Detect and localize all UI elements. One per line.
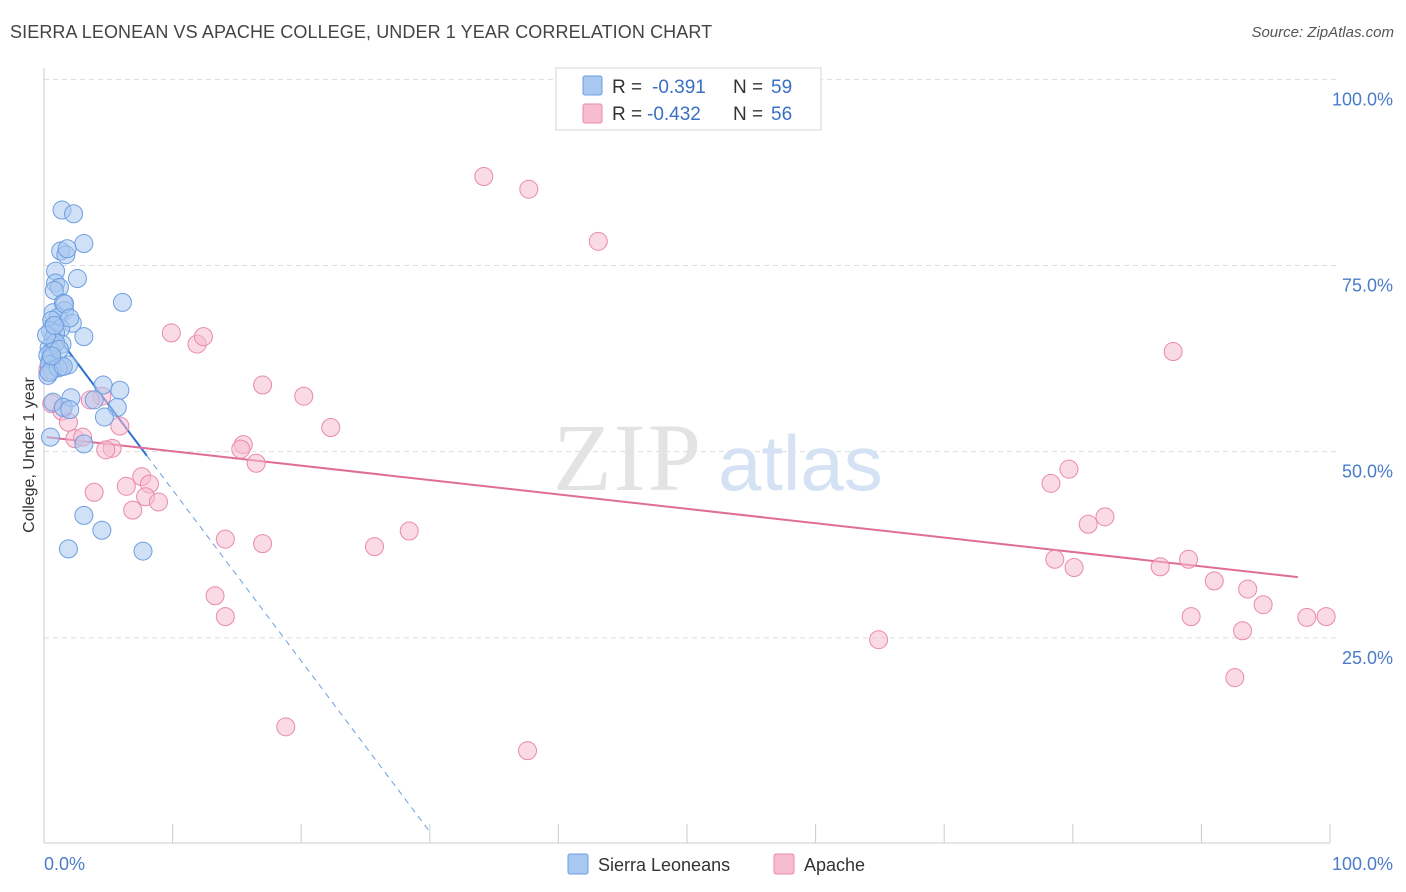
y-tick-label: 75.0% bbox=[1342, 276, 1393, 296]
point-sierra-leoneans bbox=[67, 269, 87, 289]
point-apache bbox=[276, 717, 296, 737]
point-apache bbox=[1238, 579, 1258, 599]
bottom-legend-label-apache: Apache bbox=[804, 855, 865, 875]
point-sierra-leoneans bbox=[40, 427, 60, 447]
trend-line-sierra-leoneans-extension bbox=[146, 455, 431, 833]
bottom-legend: Sierra Leoneans Apache bbox=[567, 853, 865, 875]
point-apache bbox=[161, 323, 181, 343]
point-apache bbox=[1204, 571, 1224, 591]
legend-r-value-0: -0.391 bbox=[652, 77, 706, 98]
grid-lines bbox=[44, 78, 1338, 639]
legend-n-label-0: N = bbox=[733, 77, 763, 98]
point-apache bbox=[246, 453, 266, 473]
point-apache bbox=[1233, 621, 1253, 641]
legend-r-label-1: R = bbox=[612, 104, 642, 125]
point-apache bbox=[84, 482, 104, 502]
point-apache bbox=[215, 607, 235, 627]
point-sierra-leoneans bbox=[57, 239, 77, 259]
point-sierra-leoneans bbox=[74, 434, 94, 454]
point-sierra-leoneans bbox=[84, 390, 104, 410]
x-tick-label-max: 100.0% bbox=[1332, 854, 1393, 874]
point-sierra-leoneans bbox=[42, 346, 62, 366]
y-tick-label: 50.0% bbox=[1342, 462, 1393, 482]
source-label: Source: ZipAtlas.com bbox=[1251, 24, 1394, 41]
point-apache bbox=[1316, 607, 1336, 627]
watermark-zip: ZIP bbox=[553, 404, 703, 511]
point-apache bbox=[1041, 473, 1061, 493]
point-apache bbox=[1163, 342, 1183, 362]
point-apache bbox=[123, 500, 143, 520]
legend-swatch-apache bbox=[582, 103, 603, 124]
point-apache bbox=[518, 741, 538, 761]
point-apache bbox=[1179, 549, 1199, 569]
point-sierra-leoneans bbox=[60, 308, 80, 328]
point-sierra-leoneans bbox=[60, 400, 80, 420]
point-apache bbox=[1095, 507, 1115, 527]
watermark-atlas: atlas bbox=[718, 419, 883, 507]
point-apache bbox=[365, 537, 385, 557]
legend-r-label-0: R = bbox=[612, 77, 642, 98]
point-sierra-leoneans bbox=[112, 292, 132, 312]
y-tick-label: 100.0% bbox=[1332, 89, 1393, 109]
bottom-legend-swatch-sierra-leoneans bbox=[567, 853, 589, 875]
legend-swatch-sierra-leoneans bbox=[582, 75, 603, 96]
point-apache bbox=[205, 586, 225, 606]
point-sierra-leoneans bbox=[64, 204, 84, 224]
point-apache bbox=[253, 534, 273, 554]
point-apache bbox=[1297, 607, 1317, 627]
point-apache bbox=[1078, 514, 1098, 534]
point-sierra-leoneans bbox=[44, 315, 64, 335]
point-sierra-leoneans bbox=[92, 520, 112, 540]
bottom-legend-swatch-apache bbox=[773, 853, 795, 875]
points-sierra-leoneans bbox=[37, 200, 153, 561]
point-apache bbox=[294, 386, 314, 406]
point-apache bbox=[474, 167, 494, 187]
point-apache bbox=[215, 529, 235, 549]
chart-title: SIERRA LEONEAN VS APACHE COLLEGE, UNDER … bbox=[10, 22, 713, 42]
point-sierra-leoneans bbox=[74, 505, 94, 525]
point-apache bbox=[193, 327, 213, 347]
point-apache bbox=[519, 179, 539, 199]
point-apache bbox=[588, 231, 608, 251]
point-apache bbox=[231, 439, 251, 459]
point-sierra-leoneans bbox=[94, 407, 114, 427]
point-apache bbox=[110, 416, 130, 436]
point-apache bbox=[1253, 595, 1273, 615]
point-apache bbox=[1064, 557, 1084, 577]
point-apache bbox=[1045, 549, 1065, 569]
point-apache bbox=[869, 630, 889, 650]
point-apache bbox=[399, 521, 419, 541]
legend-n-value-0: 59 bbox=[771, 77, 792, 98]
point-sierra-leoneans bbox=[133, 541, 153, 561]
point-apache bbox=[1225, 668, 1245, 688]
point-sierra-leoneans bbox=[74, 327, 94, 347]
legend: R = -0.391 N = 59 R = -0.432 N = 56 bbox=[555, 67, 822, 131]
bottom-legend-label-sierra-leoneans: Sierra Leoneans bbox=[598, 855, 730, 875]
point-apache bbox=[1059, 459, 1079, 479]
point-apache bbox=[148, 492, 168, 512]
point-apache bbox=[96, 440, 116, 460]
x-ticks: 0.0% 100.0% bbox=[43, 824, 1393, 874]
legend-r-value-1: -0.432 bbox=[647, 104, 701, 125]
point-sierra-leoneans bbox=[58, 539, 78, 559]
point-apache bbox=[1150, 557, 1170, 577]
point-apache bbox=[116, 476, 136, 496]
point-sierra-leoneans bbox=[107, 397, 127, 417]
y-tick-label: 25.0% bbox=[1342, 648, 1393, 668]
y-tick-labels: 25.0% 50.0% 75.0% 100.0% bbox=[1332, 89, 1393, 667]
point-apache bbox=[1181, 607, 1201, 627]
x-tick-label-min: 0.0% bbox=[44, 854, 85, 874]
point-sierra-leoneans bbox=[110, 380, 130, 400]
y-axis-label: College, Under 1 year bbox=[21, 377, 38, 533]
point-sierra-leoneans bbox=[74, 234, 94, 254]
points-apache bbox=[38, 167, 1336, 761]
watermark: ZIP atlas bbox=[553, 404, 883, 511]
point-apache bbox=[253, 375, 273, 395]
legend-n-label-1: N = bbox=[733, 104, 763, 125]
point-apache bbox=[321, 417, 341, 437]
legend-n-value-1: 56 bbox=[771, 104, 792, 125]
